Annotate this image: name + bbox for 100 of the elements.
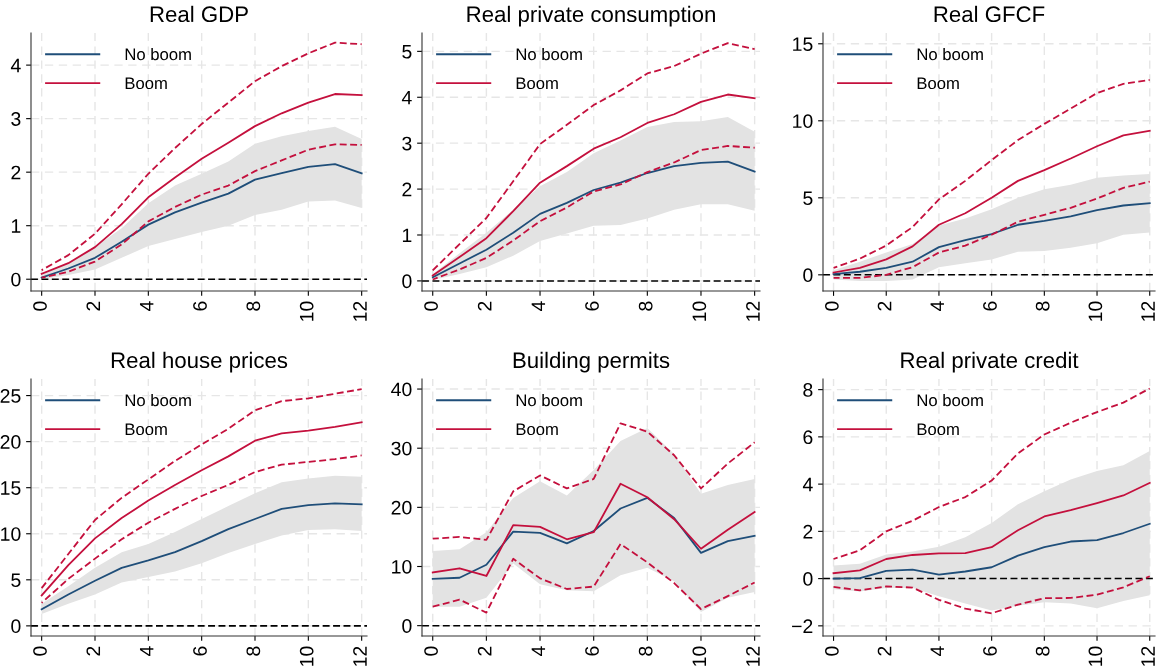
y-tick-label: 4 [802, 477, 813, 492]
x-tick-label: 8 [1035, 646, 1050, 656]
x-tick-label: 0 [424, 646, 438, 656]
y-tick-label: 0 [11, 272, 21, 287]
x-tick-label: 8 [638, 301, 653, 311]
legend-label: No boom [917, 48, 983, 61]
x-tick-label: 4 [139, 646, 154, 657]
legend-label: Boom [516, 423, 558, 436]
x-tick-label: 10 [299, 646, 314, 666]
y-tick-label: 30 [391, 441, 412, 456]
y-tick-label: 20 [0, 435, 21, 449]
line-series [40, 93, 363, 275]
legend-label: Boom [125, 77, 167, 90]
x-tick-label: 0 [33, 646, 47, 656]
x-tick-label: 4 [139, 301, 154, 312]
x-tick-label: 0 [424, 301, 438, 311]
x-tick-label: 6 [193, 301, 207, 311]
x-tick-label: 2 [877, 646, 892, 656]
x-tick-label: 2 [477, 301, 492, 311]
x-tick-label: 4 [930, 301, 944, 312]
x-tick-label: 10 [1088, 646, 1103, 666]
line-series [431, 543, 756, 614]
chart-title: Building permits [513, 351, 670, 373]
line-series [431, 422, 756, 541]
x-tick-label: 2 [86, 646, 101, 656]
x-tick-label: 10 [692, 301, 707, 321]
y-tick-label: 5 [402, 45, 412, 59]
y-tick-label: 20 [391, 500, 412, 515]
line-series [832, 482, 1151, 575]
y-tick-label: 0 [11, 619, 21, 634]
x-tick-label: 12 [353, 646, 367, 666]
chart-title: Real GFCF [934, 5, 1045, 23]
line-series [40, 388, 363, 590]
y-tick-label: 8 [803, 383, 813, 397]
legend-label: No boom [516, 48, 582, 61]
y-tick-label: 10 [392, 559, 412, 574]
x-tick-label: 8 [246, 646, 261, 656]
line-series [40, 502, 363, 611]
x-tick-label: 6 [585, 301, 599, 311]
line-series [832, 79, 1151, 269]
line-series [431, 42, 756, 272]
line-series [431, 482, 756, 577]
y-tick-label: 6 [803, 430, 813, 445]
x-tick-label: 12 [746, 301, 760, 321]
x-tick-label: 6 [983, 301, 997, 311]
x-tick-label: 12 [746, 646, 760, 666]
x-tick-label: 6 [983, 646, 997, 656]
line-series [832, 522, 1151, 580]
x-tick-label: 4 [930, 646, 944, 657]
y-tick-label: 3 [11, 112, 21, 126]
legend-label: Boom [917, 423, 959, 436]
x-tick-label: 4 [531, 646, 546, 657]
line-series [40, 421, 363, 597]
chart-title: Real house prices [111, 351, 288, 373]
y-tick-label: 40 [391, 382, 412, 397]
x-tick-label: 12 [1141, 646, 1155, 666]
line-series [832, 575, 1151, 615]
y-tick-label: 4 [10, 58, 21, 73]
x-tick-label: 4 [531, 301, 546, 312]
y-tick-label: −2 [792, 619, 813, 633]
chart-title: Real private consumption [467, 5, 715, 27]
chart-title: Real private credit [901, 351, 1079, 373]
legend-label: No boom [917, 394, 983, 407]
legend-label: No boom [516, 394, 582, 407]
legend-label: Boom [516, 77, 558, 90]
chart-title: Real GDP [150, 5, 248, 23]
y-tick-label: 0 [803, 572, 813, 586]
x-tick-label: 6 [193, 646, 207, 656]
x-tick-label: 12 [353, 301, 367, 321]
x-tick-label: 10 [1088, 301, 1103, 321]
x-tick-label: 8 [246, 301, 261, 311]
legend-label: Boom [125, 423, 167, 436]
y-tick-label: 0 [402, 274, 412, 289]
y-tick-label: 2 [11, 165, 21, 180]
y-tick-label: 4 [401, 90, 412, 105]
legend-label: No boom [125, 394, 191, 407]
line-series [832, 202, 1151, 275]
x-tick-label: 10 [692, 646, 707, 666]
x-tick-label: 0 [824, 301, 839, 311]
legend-label: No boom [125, 48, 191, 61]
line-series [832, 387, 1151, 560]
x-tick-label: 2 [877, 301, 892, 311]
y-tick-label: 5 [11, 573, 21, 588]
y-tick-label: 2 [803, 524, 813, 539]
y-tick-label: 25 [0, 389, 21, 403]
y-tick-label: 3 [402, 136, 412, 151]
x-tick-label: 12 [1141, 301, 1155, 321]
x-tick-label: 2 [477, 646, 492, 656]
y-tick-label: 0 [803, 268, 813, 283]
legend-label: Boom [917, 77, 959, 90]
x-tick-label: 6 [585, 646, 599, 656]
y-tick-label: 10 [793, 114, 813, 129]
y-tick-label: 1 [402, 228, 412, 243]
x-tick-label: 0 [824, 646, 839, 656]
x-tick-label: 10 [299, 301, 314, 321]
line-series [832, 129, 1151, 274]
y-tick-label: 10 [1, 527, 21, 541]
line-series [431, 496, 756, 580]
y-tick-label: 2 [402, 182, 412, 197]
x-tick-label: 2 [86, 301, 101, 311]
